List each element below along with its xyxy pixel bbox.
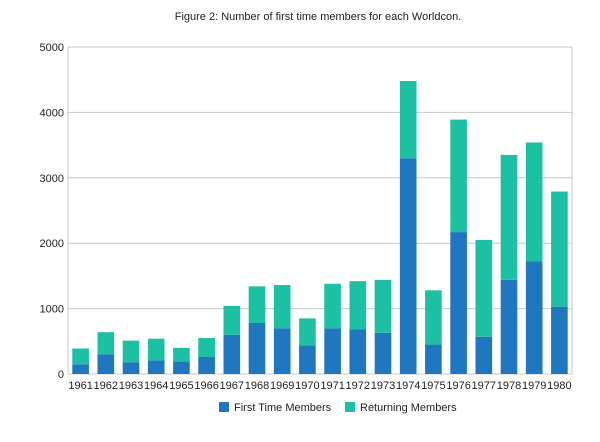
x-tick-label: 1967 — [220, 380, 244, 392]
bar-returning-members — [299, 318, 316, 346]
x-tick-label: 1979 — [522, 380, 546, 392]
bar-first-time-members — [551, 306, 568, 374]
bar-first-time-members — [147, 360, 165, 374]
y-tick-label: 0 — [58, 369, 64, 381]
bar-returning-members — [324, 283, 341, 329]
bar-returning-members — [399, 81, 417, 159]
bar-returning-members — [97, 332, 115, 355]
y-tick-label: 2000 — [40, 238, 64, 250]
bar-returning-members — [198, 338, 215, 357]
bars — [72, 81, 568, 374]
x-tick-label: 1978 — [497, 380, 521, 392]
y-axis: 0 1000 2000 3000 4000 5000 — [40, 42, 64, 381]
bar-returning-members — [72, 348, 89, 365]
legend-label: Returning Members — [360, 402, 457, 414]
bar-first-time-members — [475, 336, 493, 374]
x-tick-label: 1976 — [446, 380, 470, 392]
bar-returning-members — [349, 281, 367, 330]
bar-first-time-members — [299, 345, 316, 374]
y-tick-label: 3000 — [40, 173, 64, 185]
x-tick-label: 1968 — [245, 380, 269, 392]
x-tick-label: 1973 — [371, 380, 395, 392]
bar-first-time-members — [349, 329, 367, 374]
x-tick-label: 1965 — [169, 380, 193, 392]
x-axis: 1961 1962 1963 1964 1965 1966 1967 1968 1969 1970… — [68, 380, 571, 392]
legend: First Time Members Returning Members — [219, 402, 457, 414]
x-tick-label: 1961 — [68, 380, 92, 392]
x-tick-label: 1962 — [94, 380, 118, 392]
chart-title: Figure 2: Number of first time members f… — [175, 11, 462, 23]
grid — [67, 46, 573, 375]
legend-label: First Time Members — [234, 402, 332, 414]
bar-returning-members — [273, 285, 291, 329]
bar-returning-members — [374, 279, 392, 333]
bar-returning-members — [450, 119, 467, 233]
y-tick-label: 1000 — [40, 304, 64, 316]
y-tick-label: 4000 — [40, 107, 64, 119]
x-tick-label: 1980 — [547, 380, 571, 392]
x-tick-label: 1977 — [472, 380, 496, 392]
bar-returning-members — [425, 290, 442, 345]
x-tick-label: 1974 — [396, 380, 420, 392]
x-tick-label: 1966 — [194, 380, 218, 392]
bar-first-time-members — [525, 261, 543, 374]
bar-first-time-members — [500, 279, 518, 374]
bar-first-time-members — [374, 332, 392, 374]
x-tick-label: 1972 — [346, 380, 370, 392]
bar-first-time-members — [173, 361, 190, 374]
x-tick-label: 1975 — [421, 380, 445, 392]
x-tick-label: 1969 — [270, 380, 294, 392]
bar-first-time-members — [324, 328, 341, 374]
bar-returning-members — [525, 142, 543, 262]
bar-returning-members — [147, 338, 165, 361]
y-tick-label: 5000 — [40, 42, 64, 54]
bar-first-time-members — [450, 232, 467, 374]
bar-returning-members — [223, 305, 241, 335]
x-tick-label: 1963 — [119, 380, 143, 392]
bar-first-time-members — [72, 364, 89, 374]
bar-first-time-members — [198, 356, 215, 374]
bar-returning-members — [122, 340, 140, 363]
bar-returning-members — [248, 286, 266, 323]
legend-swatch — [219, 402, 229, 412]
bar-first-time-members — [122, 362, 140, 374]
bar-returning-members — [500, 154, 518, 280]
bar-first-time-members — [273, 328, 291, 374]
x-tick-label: 1970 — [295, 380, 319, 392]
bar-first-time-members — [223, 334, 241, 374]
bar-returning-members — [173, 347, 190, 362]
bar-first-time-members — [425, 344, 442, 374]
x-tick-label: 1971 — [320, 380, 344, 392]
x-tick-label: 1964 — [144, 380, 168, 392]
bar-returning-members — [475, 239, 493, 337]
bar-first-time-members — [97, 354, 115, 374]
bar-returning-members — [551, 191, 568, 307]
legend-swatch — [345, 402, 355, 412]
bar-first-time-members — [248, 322, 266, 374]
bar-first-time-members — [399, 158, 417, 374]
